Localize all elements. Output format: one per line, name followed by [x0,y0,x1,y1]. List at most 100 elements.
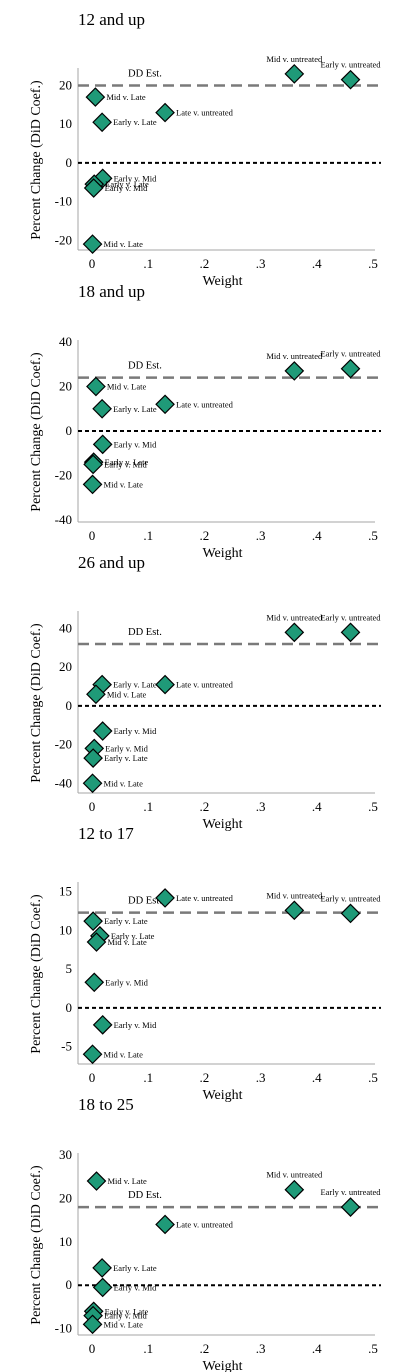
x-tick-label: .4 [312,256,322,271]
scatter-plot: -5 0 5 10 15 0 .1 .2 .3 .4 .5 Weight Percent Change … [29,882,381,1103]
scatter-plot: -40 -20 0 20 40 0 .1 .2 .3 .4 .5 Weight Percent Chan… [29,611,381,832]
data-point-marker [284,64,305,84]
data-point-marker [83,748,103,768]
data-point-label: Early v. Mid [105,183,148,193]
data-point-marker [84,972,105,993]
data-point-label: Early v. Mid [105,977,148,987]
data-point-label: Late v. untreated [176,399,234,409]
x-tick-label: .5 [368,1341,378,1356]
y-tick-label: 0 [66,1277,73,1292]
data-point-marker [92,721,113,741]
data-point-marker [92,434,113,455]
data-point-label: Mid v. Late [107,937,147,947]
data-point-label: Early v. untreated [320,893,381,903]
data-point-marker [340,358,361,379]
data-point-label: Early v. Mid [104,1311,147,1321]
y-tick-label: 10 [59,116,72,131]
chart-title: 18 to 25 [78,1095,134,1114]
data-point-marker [82,1044,103,1065]
x-tick-label: .3 [256,256,266,271]
x-tick-label: .3 [256,528,266,543]
y-tick-label: 5 [66,961,73,976]
data-point-label: Late v. untreated [176,1219,234,1229]
x-tick-label: .5 [368,256,378,271]
data-point-label: Early v. Mid [104,459,147,469]
x-tick-label: .2 [200,528,210,543]
y-axis-label: Percent Change (DiD Coef.) [29,80,44,240]
x-tick-label: 0 [89,799,96,814]
y-tick-label: 10 [59,922,72,937]
x-tick-label: .1 [143,528,153,543]
data-point-marker [86,932,107,952]
data-point-marker [92,112,112,133]
chart-panel: 18 and up -40 -20 0 20 40 0 .1 .2 .3 .4 .5 Weight Per… [0,282,412,561]
data-point-marker [155,1214,175,1235]
chart-panel: 12 to 17 -5 0 5 10 15 0 .1 .2 .3 .4 .5 Weight Percent… [0,824,412,1103]
x-tick-label: .4 [312,1070,322,1085]
data-point-label: Late v. untreated [176,680,234,690]
dd-estimate-label: DD Est. [128,361,162,372]
dd-estimate-label: DD Est. [128,627,162,638]
data-point-label: Mid v. untreated [266,1170,323,1180]
data-point-marker [284,361,305,381]
data-point-marker [83,454,103,475]
data-point-label: Early v. Mid [114,173,157,183]
data-point-label: Mid v. Late [104,1049,144,1059]
chart-title: 12 and up [78,10,146,29]
data-point-label: Early v. Late [105,179,149,189]
x-tick-label: .1 [143,1341,153,1356]
scatter-plot: -10 0 10 20 30 0 .1 .2 .3 .4 .5 Weight Percent Chang… [29,1147,381,1372]
y-axis-label: Percent Change (DiD Coef.) [29,352,44,512]
data-point-label: Mid v. Late [104,778,144,788]
data-point-label: Early v. untreated [320,60,381,70]
x-tick-label: .2 [200,1341,210,1356]
x-tick-label: .3 [256,1070,266,1085]
x-tick-label: .4 [312,528,322,543]
y-tick-label: 20 [59,1190,72,1205]
x-axis-label: Weight [202,817,242,832]
y-tick-label: -40 [55,775,72,790]
data-point-marker [155,102,175,123]
data-point-label: Mid v. Late [107,689,147,699]
data-point-label: Early v. Late [104,753,148,763]
data-point-label: Early v. Late [113,680,157,690]
x-tick-label: .2 [200,256,210,271]
data-point-marker [340,622,361,643]
y-tick-label: -5 [61,1039,72,1054]
chart-title: 26 and up [78,553,146,572]
scatter-plot: -40 -20 0 20 40 0 .1 .2 .3 .4 .5 Weight Percent Chan… [29,334,381,561]
x-axis-label: Weight [202,546,242,561]
x-tick-label: .3 [256,799,266,814]
data-point-marker [92,1277,113,1298]
dd-estimate-label: DD Est. [128,896,162,907]
x-axis-label: Weight [202,1088,242,1103]
data-point-marker [86,376,106,397]
y-tick-label: 10 [59,1234,72,1249]
data-point-marker [284,900,305,921]
data-point-label: Early v. Mid [114,726,157,736]
data-point-label: Mid v. Late [107,1176,147,1186]
y-tick-label: -20 [55,468,72,483]
x-tick-label: 0 [89,1341,96,1356]
data-point-label: Early v. Mid [114,1282,157,1292]
y-tick-label: 0 [66,155,73,170]
data-point-label: Early v. Mid [105,743,148,753]
y-tick-label: 20 [59,77,72,92]
data-point-marker [86,1171,107,1191]
chart-panel: 12 and up -20 -10 0 10 20 0 .1 .2 .3 .4 .5 Weight Per… [0,10,412,289]
data-point-marker [284,1179,305,1200]
data-point-marker [83,178,104,198]
x-tick-label: .1 [143,799,153,814]
y-tick-label: -10 [55,194,72,209]
x-tick-label: 0 [89,528,96,543]
y-tick-label: 20 [59,659,72,674]
data-point-label: Mid v. untreated [266,54,323,64]
x-axis-label: Weight [202,274,242,289]
chart-panel: 26 and up -40 -20 0 20 40 0 .1 .2 .3 .4 .5 Weight Per… [0,553,412,832]
y-tick-label: -20 [55,232,72,247]
data-point-label: Mid v. untreated [266,351,323,361]
x-tick-label: 0 [89,1070,96,1085]
x-axis-label: Weight [202,1359,242,1372]
chart-title: 12 to 17 [78,824,134,843]
data-point-label: Mid v. Late [104,479,144,489]
